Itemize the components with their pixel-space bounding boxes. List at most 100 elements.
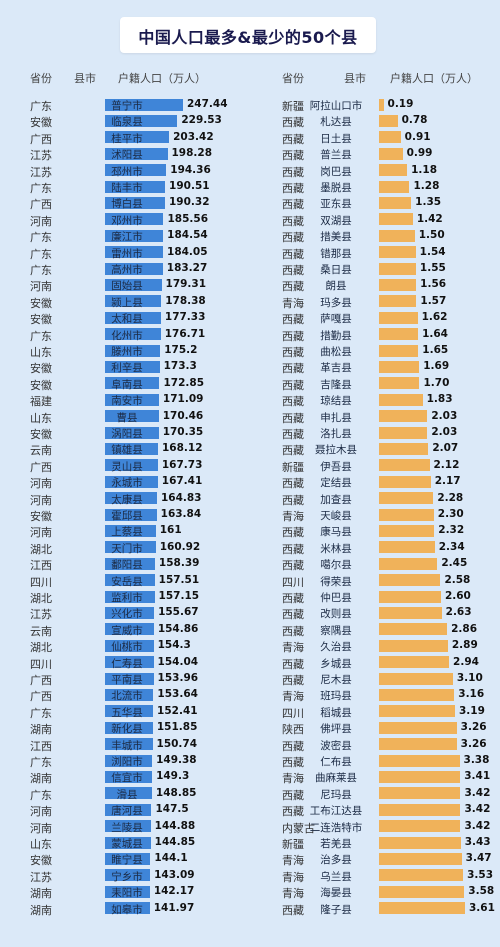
right-header-county: 县市: [344, 72, 366, 85]
least-county-label: 工布江达县: [309, 805, 363, 818]
least-county-label: 琼结县: [320, 395, 352, 408]
least-county-label: 札达县: [320, 116, 352, 129]
least-province-cell: 西藏: [282, 739, 304, 753]
least-county-label: 康马县: [320, 526, 352, 539]
most-province-cell: 广东: [30, 247, 52, 261]
least-value-label: 1.35: [415, 196, 442, 209]
most-province-cell: 安徽: [30, 378, 52, 392]
least-bar: [379, 442, 429, 455]
most-bar: [105, 164, 167, 177]
most-county-label: 信宜市: [111, 772, 143, 785]
most-province-cell: 河南: [30, 526, 52, 540]
most-bar: [105, 328, 161, 341]
most-bar: [105, 196, 165, 209]
most-province-cell: 河南: [30, 477, 52, 491]
least-value-label: 2.30: [437, 508, 464, 520]
most-bar: [105, 902, 150, 915]
least-bar: [379, 426, 428, 439]
least-province-cell: 四川: [282, 575, 304, 589]
least-value-label: 0.78: [401, 114, 428, 127]
most-value-label: 143.09: [154, 868, 195, 881]
least-value-label: 1.28: [413, 180, 440, 192]
least-bar: [379, 787, 461, 800]
most-county-label: 桂平市: [111, 132, 143, 145]
most-value-label: 178.38: [165, 294, 206, 307]
least-county-label: 定结县: [320, 477, 352, 490]
least-value-label: 1.50: [418, 229, 445, 242]
most-province-cell: 安徽: [30, 313, 52, 327]
least-county-label: 尼木县: [320, 674, 352, 686]
least-county-label: 日土县: [320, 132, 352, 145]
least-bar: [379, 852, 462, 865]
least-value-label: 2.03: [431, 426, 458, 438]
least-province-cell: 西藏: [282, 428, 304, 441]
least-province-cell: 新疆: [282, 838, 304, 851]
most-province-cell: 山东: [30, 411, 52, 425]
most-county-label: 兴化市: [111, 608, 143, 621]
most-value-label: 148.85: [155, 786, 197, 799]
least-province-cell: 西藏: [282, 329, 304, 343]
least-province-cell: 西藏: [282, 198, 304, 212]
least-province-cell: 青海: [282, 854, 304, 868]
most-bar: [105, 114, 178, 127]
title-box: 中国人口最多&最少的50个县: [120, 17, 376, 53]
least-bar: [379, 196, 412, 209]
most-county-label: 唐河县: [111, 805, 143, 818]
least-value-label: 3.47: [465, 852, 492, 865]
most-bar: [105, 475, 158, 488]
most-province-cell: 安徽: [30, 510, 52, 523]
most-province-cell: 安徽: [30, 296, 52, 310]
most-county-label: 太和县: [111, 313, 143, 326]
most-province-cell: 四川: [30, 657, 52, 671]
least-county-label: 岗巴县: [320, 165, 352, 178]
most-bar: [105, 262, 163, 275]
least-county-label: 波密县: [320, 739, 352, 752]
least-bar: [379, 131, 401, 144]
most-value-label: 184.05: [167, 245, 208, 258]
most-bar: [105, 295, 162, 308]
most-province-cell: 广东: [30, 788, 52, 802]
most-bar: [105, 803, 152, 816]
least-value-label: 1.56: [420, 278, 447, 291]
most-county-label: 普宁市: [111, 100, 143, 112]
most-county-label: 五华县: [111, 706, 143, 719]
least-province-cell: 西藏: [282, 477, 304, 491]
least-value-label: 2.45: [441, 557, 468, 570]
least-province-cell: 西藏: [282, 559, 304, 573]
least-province-cell: 西藏: [282, 526, 304, 540]
least-county-label: 仁布县: [320, 756, 352, 768]
left-header-county: 县市: [74, 72, 96, 85]
least-bar: [379, 623, 448, 636]
least-province-cell: 新疆: [282, 460, 304, 474]
least-bar: [379, 295, 417, 308]
most-province-cell: 江苏: [30, 608, 52, 622]
most-bar: [105, 623, 154, 636]
least-value-label: 0.99: [406, 147, 433, 160]
most-county-label: 太康县: [111, 493, 143, 506]
most-province-cell: 湖南: [30, 772, 52, 786]
most-province-cell: 江西: [30, 739, 52, 753]
least-value-label: 2.03: [431, 409, 458, 422]
least-bar: [379, 770, 461, 783]
most-value-label: 170.35: [162, 426, 204, 438]
most-value-label: 144.1: [154, 852, 188, 865]
most-value-label: 190.51: [169, 180, 210, 192]
right-header-population: 户籍人口（万人）: [390, 72, 478, 85]
most-value-label: 171.09: [162, 393, 204, 406]
most-value-label: 167.41: [161, 475, 203, 488]
most-bar: [105, 852, 151, 865]
most-value-label: 170.46: [162, 409, 204, 422]
least-bar: [379, 688, 455, 701]
most-value-label: 160.92: [159, 540, 201, 553]
most-county-label: 曹县: [116, 411, 138, 424]
least-value-label: 2.60: [444, 590, 471, 602]
most-province-cell: 广东: [30, 329, 52, 343]
most-bar: [105, 524, 156, 537]
least-province-cell: 青海: [282, 641, 304, 655]
least-bar: [379, 836, 461, 849]
least-province-cell: 西藏: [282, 346, 304, 359]
least-bar: [379, 114, 398, 127]
most-county-label: 霍邱县: [111, 510, 143, 522]
least-bar: [379, 606, 442, 619]
least-province-cell: 西藏: [282, 280, 304, 294]
